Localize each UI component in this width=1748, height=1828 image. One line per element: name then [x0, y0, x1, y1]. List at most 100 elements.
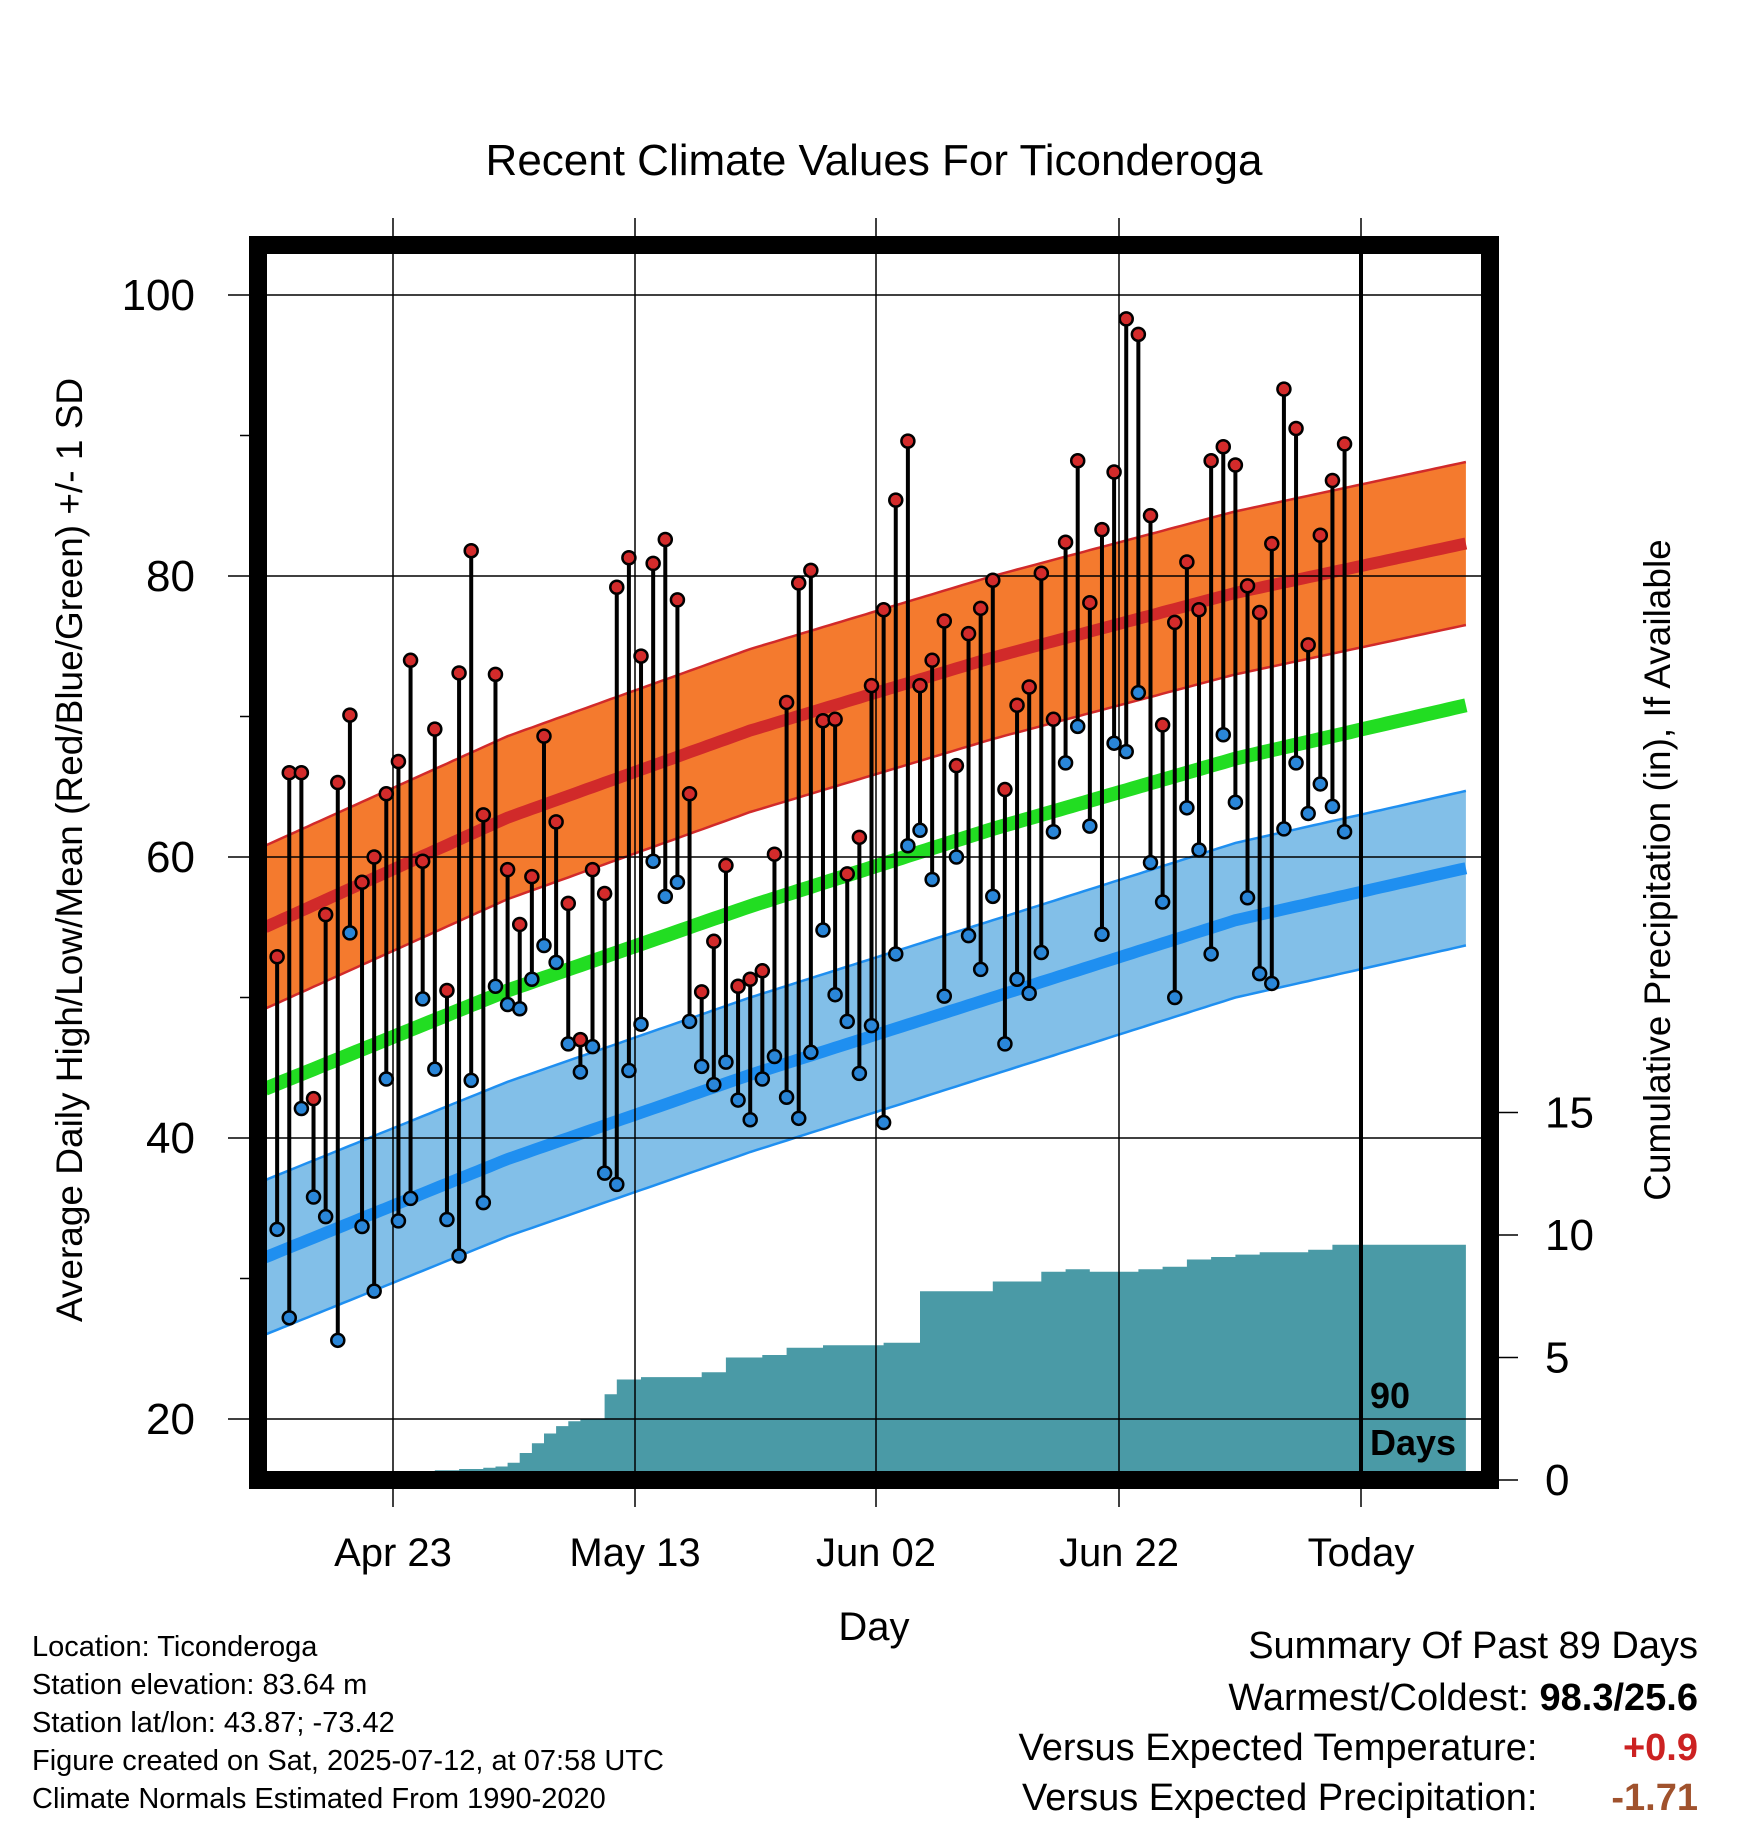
observed-low-point — [378, 1071, 395, 1087]
observed-low-point — [451, 1248, 467, 1264]
observed-high-point — [960, 625, 977, 642]
observed-high-point — [657, 531, 674, 548]
high-sd-band-lower-edge — [264, 623, 1467, 1010]
observed-low-point — [972, 961, 989, 978]
observed-high-point — [1215, 438, 1232, 455]
observed-high-point — [354, 874, 370, 891]
observed-low-point — [293, 1100, 310, 1117]
elevation-text: Station elevation: 83.64 m — [32, 1669, 368, 1701]
observed-high-point — [1106, 464, 1122, 480]
y-left-tick-label: 40 — [146, 1114, 195, 1163]
observed-low-point — [1251, 965, 1268, 982]
latlon-text: Station lat/lon: 43.87; -73.42 — [32, 1707, 395, 1739]
observed-high-point — [827, 711, 843, 728]
observed-low-point — [1324, 798, 1341, 815]
observed-high-point — [1045, 711, 1062, 728]
observed-high-point — [912, 677, 928, 694]
temp-value: +0.9 — [1622, 1727, 1698, 1769]
observed-high-point — [1264, 535, 1280, 552]
observed-low-point — [269, 1221, 285, 1238]
temp-label: Versus Expected Temperature: — [1018, 1727, 1538, 1769]
observed-low-point — [427, 1061, 443, 1077]
observed-low-point — [1009, 971, 1025, 987]
observed-high-point — [1082, 594, 1098, 611]
observed-low-point — [888, 946, 904, 962]
observed-high-point — [1203, 453, 1219, 469]
observed-high-point — [706, 933, 722, 950]
observed-low-point — [1203, 946, 1219, 962]
normal-mean-line — [262, 698, 1468, 1096]
observed-high-point — [305, 1090, 322, 1107]
observed-high-point — [985, 572, 1001, 588]
observed-low-point — [851, 1065, 868, 1082]
observed-low-point — [584, 1038, 601, 1055]
observed-high-point — [584, 861, 601, 878]
observed-low-point — [548, 954, 564, 971]
observed-high-point — [511, 916, 528, 933]
high-sd-band — [265, 462, 1466, 1009]
observed-high-point — [536, 728, 552, 744]
x-tick-label: Apr 23 — [334, 1531, 452, 1575]
observed-high-point — [487, 666, 504, 683]
observed-high-point — [1288, 420, 1304, 437]
observed-low-point — [900, 838, 916, 854]
observed-low-point — [1239, 889, 1256, 906]
observed-high-point — [1167, 614, 1183, 631]
observed-high-point — [1021, 679, 1037, 695]
y-left-tick-label: 60 — [146, 833, 195, 882]
observed-high-point — [1118, 311, 1134, 327]
observed-high-point — [718, 857, 734, 874]
observed-low-point — [330, 1332, 346, 1349]
observed-high-point — [548, 814, 564, 830]
observed-high-point — [1227, 457, 1244, 473]
observed-low-point — [960, 927, 977, 944]
observed-high-point — [499, 861, 516, 878]
observed-high-point — [1300, 637, 1316, 653]
observed-low-point — [1118, 743, 1134, 760]
observed-high-point — [463, 542, 479, 559]
observed-high-point — [645, 555, 661, 572]
y-left-tick-label: 80 — [146, 552, 195, 601]
observed-low-point — [875, 1114, 892, 1131]
observed-low-point — [354, 1218, 370, 1235]
summary-precipitation: Versus Expected Precipitation: -1.71 — [1022, 1777, 1698, 1820]
observed-high-point — [875, 601, 892, 618]
observed-low-point — [1288, 755, 1304, 771]
observed-low-point — [718, 1054, 734, 1070]
y-right-tick-label: 10 — [1545, 1211, 1594, 1260]
axes: Apr 23 May 13 Jun 02 Jun 22 Today20406080100… — [122, 236, 1594, 1575]
observed-low-point — [706, 1076, 722, 1093]
observed-low-point — [524, 971, 540, 987]
observed-high-point — [839, 866, 855, 882]
observed-low-point — [766, 1048, 783, 1065]
observed-low-point — [1130, 684, 1147, 701]
warm-cold-label: Warmest/Coldest: — [1228, 1677, 1529, 1719]
observed-low-point — [1191, 842, 1207, 858]
observed-high-point — [1324, 472, 1341, 489]
observed-high-point — [730, 978, 746, 995]
observed-high-point — [972, 600, 989, 617]
plot-frame — [249, 236, 1499, 1489]
observed-low-point — [1276, 821, 1292, 837]
x-tick-label: Jun 22 — [1059, 1531, 1179, 1575]
observed-high-point — [669, 592, 686, 608]
observed-low-point — [609, 1176, 625, 1193]
observed-high-point — [1154, 717, 1171, 733]
observed-low-point — [463, 1072, 479, 1089]
observed-high-point — [997, 781, 1013, 798]
observed-low-point — [366, 1283, 382, 1299]
observed-high-point — [1191, 601, 1207, 618]
today-days-number: 90 — [1370, 1375, 1410, 1416]
precipitation-area — [265, 1244, 1466, 1480]
observed-high-point — [888, 492, 904, 508]
observed-low-point — [536, 937, 552, 954]
observed-low-point — [936, 988, 953, 1004]
observed-high-point — [609, 579, 625, 595]
observed-low-point — [596, 1165, 613, 1181]
observed-low-point — [742, 1111, 758, 1128]
observed-low-point — [475, 1194, 492, 1211]
observed-low-point — [790, 1110, 807, 1127]
observed-high-point — [693, 984, 710, 1000]
observed-high-point — [366, 849, 382, 865]
